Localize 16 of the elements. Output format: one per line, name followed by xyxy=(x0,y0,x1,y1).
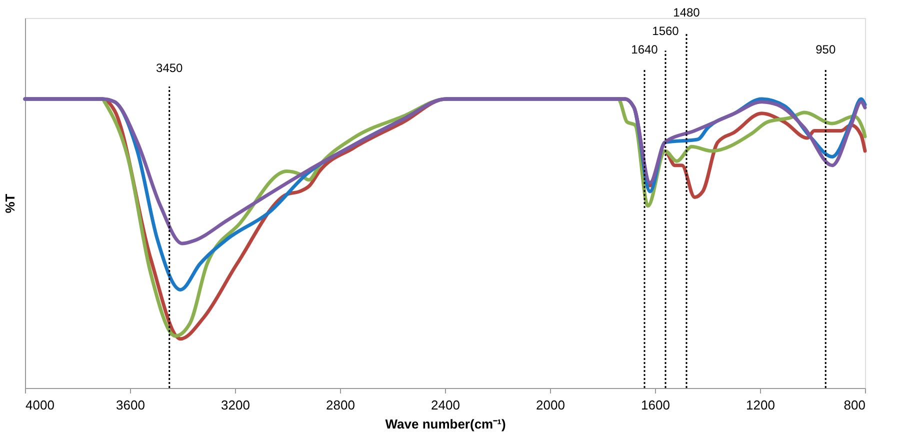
x-axis-title: Wave number(cm⁻¹) xyxy=(385,416,506,432)
x-tick-label: 1600 xyxy=(641,398,670,412)
ref-line-label: 3450 xyxy=(156,61,184,76)
x-tick-label: 2000 xyxy=(536,398,565,412)
ref-line-label: 950 xyxy=(816,42,836,57)
x-tick-label: 2400 xyxy=(431,398,460,412)
x-tick-label: 1200 xyxy=(746,398,775,412)
x-tick-label: 2800 xyxy=(326,398,355,412)
x-tick-label: 3600 xyxy=(116,398,145,412)
ref-line-label: 1640 xyxy=(631,42,658,57)
x-tick-label: 800 xyxy=(844,398,866,412)
y-axis-title: %T xyxy=(2,194,18,214)
x-tick-label: 3200 xyxy=(221,398,250,412)
ref-line-label: 1480 xyxy=(673,6,700,20)
x-tick-label: 4000 xyxy=(26,398,54,412)
ref-line-label: 1560 xyxy=(652,24,680,38)
